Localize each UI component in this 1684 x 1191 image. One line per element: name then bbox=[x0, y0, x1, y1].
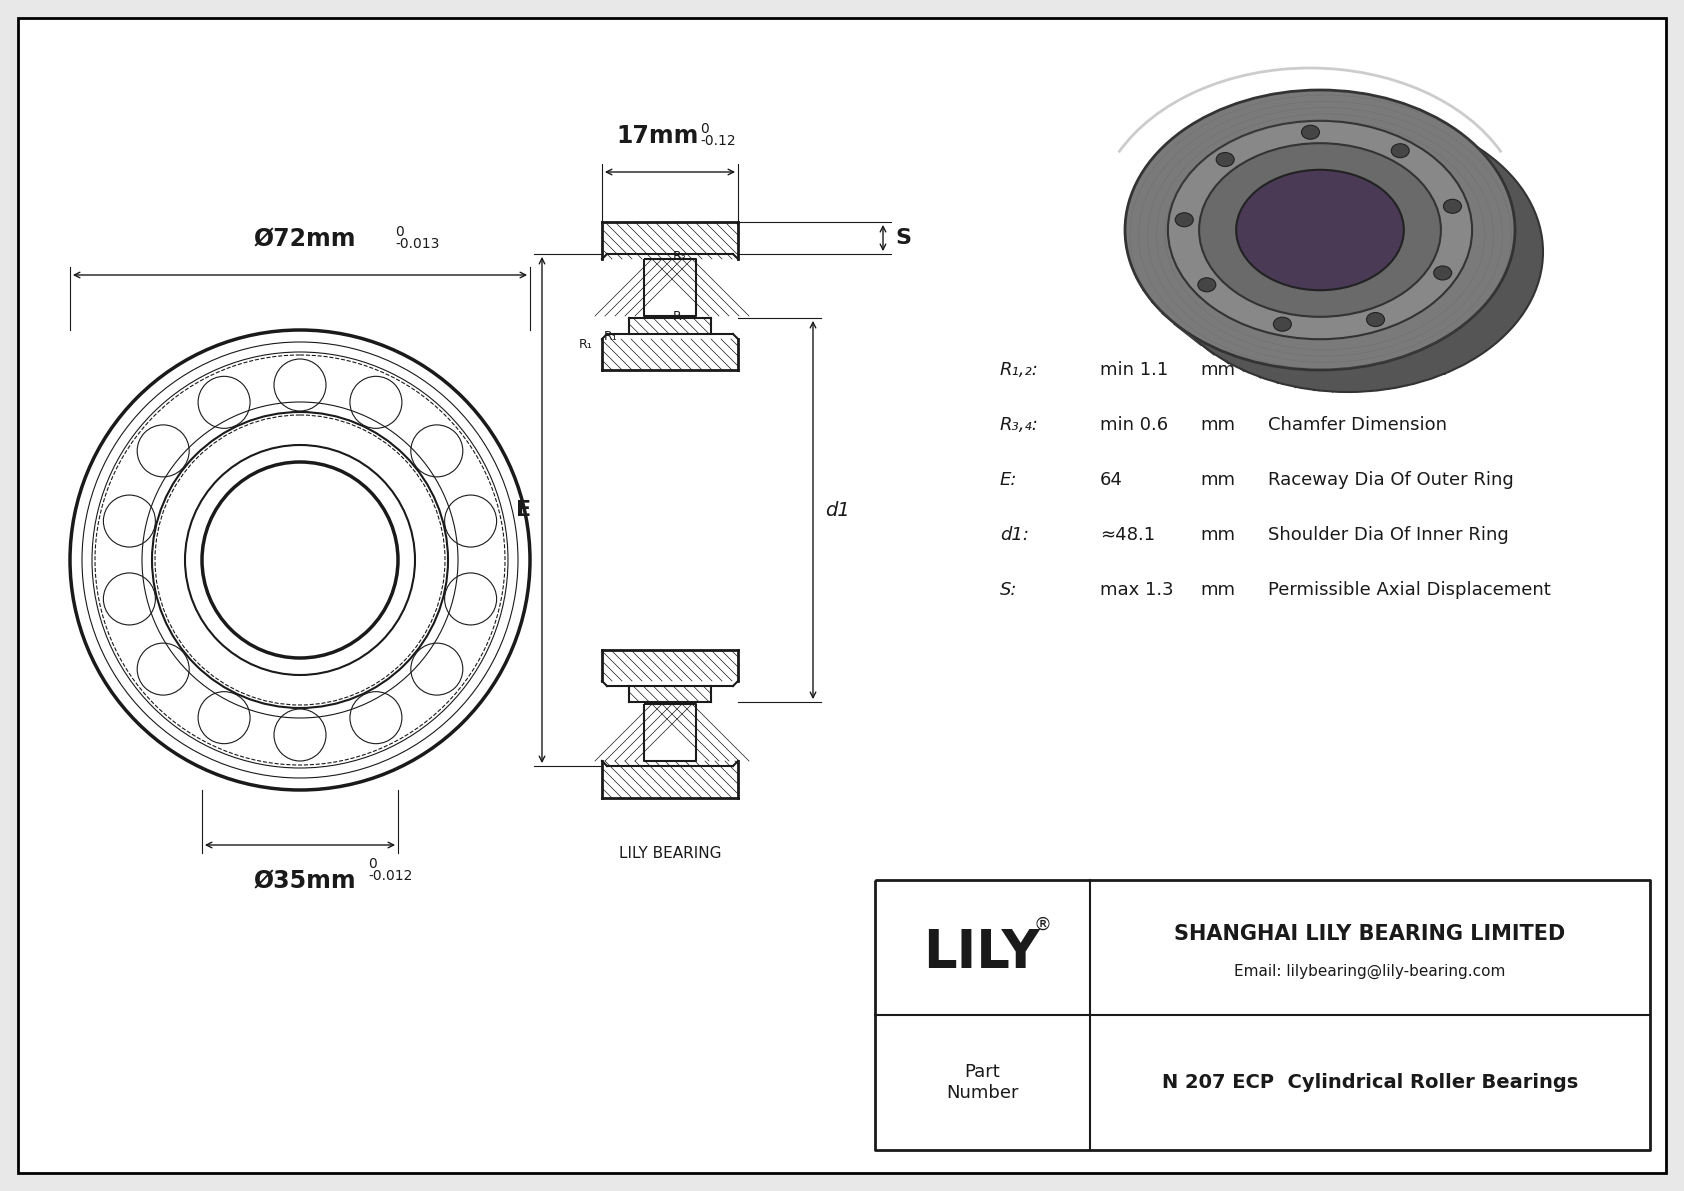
Text: d1: d1 bbox=[825, 500, 850, 519]
Text: 0: 0 bbox=[396, 225, 404, 239]
Text: -0.12: -0.12 bbox=[701, 135, 736, 148]
Text: R₃,₄:: R₃,₄: bbox=[1000, 416, 1039, 434]
Text: S: S bbox=[894, 227, 911, 248]
Text: R₃: R₃ bbox=[674, 250, 687, 263]
Text: LILY: LILY bbox=[923, 927, 1041, 979]
Text: -0.013: -0.013 bbox=[396, 237, 440, 251]
Text: Ø35mm: Ø35mm bbox=[254, 869, 357, 893]
Text: R₁,₂:: R₁,₂: bbox=[1000, 361, 1039, 379]
Ellipse shape bbox=[1433, 266, 1452, 280]
Text: ≈48.1: ≈48.1 bbox=[1100, 526, 1155, 544]
Text: Ø72mm: Ø72mm bbox=[254, 227, 357, 251]
Text: ®: ® bbox=[1034, 916, 1052, 934]
Ellipse shape bbox=[1302, 125, 1320, 139]
Text: Email: lilybearing@lily-bearing.com: Email: lilybearing@lily-bearing.com bbox=[1234, 965, 1505, 979]
Text: mm: mm bbox=[1201, 526, 1234, 544]
Text: R₄: R₄ bbox=[674, 310, 687, 323]
Ellipse shape bbox=[1273, 317, 1292, 331]
Text: mm: mm bbox=[1201, 416, 1234, 434]
Ellipse shape bbox=[1216, 152, 1234, 167]
Text: S:: S: bbox=[1000, 581, 1017, 599]
Text: SHANGHAI LILY BEARING LIMITED: SHANGHAI LILY BEARING LIMITED bbox=[1174, 924, 1566, 944]
Text: E: E bbox=[517, 500, 532, 520]
Text: Chamfer Dimension: Chamfer Dimension bbox=[1268, 416, 1447, 434]
Ellipse shape bbox=[1300, 217, 1396, 287]
Text: Part
Number: Part Number bbox=[946, 1064, 1019, 1102]
Text: N 207 ECP  Cylindrical Roller Bearings: N 207 ECP Cylindrical Roller Bearings bbox=[1162, 1073, 1578, 1092]
Text: 64: 64 bbox=[1100, 470, 1123, 490]
Text: Raceway Dia Of Outer Ring: Raceway Dia Of Outer Ring bbox=[1268, 470, 1514, 490]
Text: Chamfer Dimension: Chamfer Dimension bbox=[1268, 361, 1447, 379]
Text: max 1.3: max 1.3 bbox=[1100, 581, 1174, 599]
Ellipse shape bbox=[1154, 112, 1543, 392]
Ellipse shape bbox=[1236, 170, 1404, 291]
Text: Shoulder Dia Of Inner Ring: Shoulder Dia Of Inner Ring bbox=[1268, 526, 1509, 544]
Ellipse shape bbox=[1175, 213, 1194, 226]
Ellipse shape bbox=[1125, 91, 1516, 370]
Ellipse shape bbox=[1366, 312, 1384, 326]
Ellipse shape bbox=[1391, 144, 1410, 157]
Ellipse shape bbox=[1199, 143, 1442, 317]
Text: min 1.1: min 1.1 bbox=[1100, 361, 1169, 379]
Text: Permissible Axial Displacement: Permissible Axial Displacement bbox=[1268, 581, 1551, 599]
Text: 17mm: 17mm bbox=[616, 124, 699, 148]
Ellipse shape bbox=[1443, 199, 1462, 213]
Text: mm: mm bbox=[1201, 470, 1234, 490]
Text: 0: 0 bbox=[369, 858, 377, 871]
Ellipse shape bbox=[1197, 278, 1216, 292]
Ellipse shape bbox=[1169, 120, 1472, 339]
Text: 0: 0 bbox=[701, 121, 709, 136]
Text: R₁: R₁ bbox=[605, 330, 618, 343]
Text: min 0.6: min 0.6 bbox=[1100, 416, 1169, 434]
Text: R₁: R₁ bbox=[578, 337, 593, 350]
Text: mm: mm bbox=[1201, 361, 1234, 379]
Text: LILY BEARING: LILY BEARING bbox=[618, 846, 721, 861]
Text: -0.012: -0.012 bbox=[369, 869, 413, 883]
Text: d1:: d1: bbox=[1000, 526, 1029, 544]
Text: E:: E: bbox=[1000, 470, 1017, 490]
Text: mm: mm bbox=[1201, 581, 1234, 599]
